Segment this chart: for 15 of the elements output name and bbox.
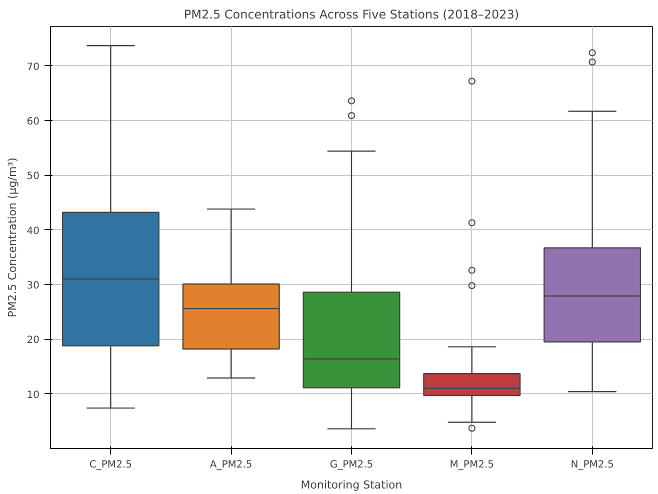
x-tick-label: G_PM2.5 [330,460,374,470]
x-tick-label: C_PM2.5 [89,460,132,470]
x-tick-label: N_PM2.5 [570,460,614,470]
y-axis-title: PM2.5 Concentration (μg/m³) [6,158,19,318]
y-tick-label: 50 [26,171,40,182]
y-tick-label: 30 [26,280,40,292]
y-tick-label: 40 [26,226,40,237]
y-tick-label: 20 [26,335,40,346]
x-tick-label: M_PM2.5 [450,460,494,470]
chart-title: PM2.5 Concentrations Across Five Stations (2018–2023) [184,8,520,22]
y-tick-label: 70 [26,62,40,73]
x-tick-label: A_PM2.5 [210,460,252,470]
y-tick-label: 60 [26,116,40,128]
y-tick-label: 10 [26,390,40,401]
x-axis-title: Monitoring Station [300,478,402,492]
